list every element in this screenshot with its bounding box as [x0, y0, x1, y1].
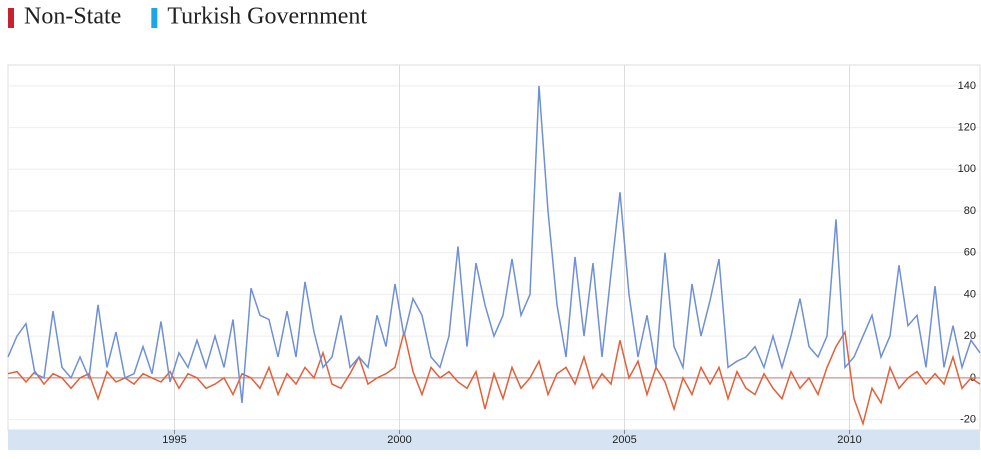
y-tick-label: 20 [964, 330, 976, 342]
y-tick-label: -20 [960, 413, 976, 425]
x-axis-band [8, 430, 980, 450]
y-tick-label: 40 [964, 288, 976, 300]
x-tick-label: 2000 [387, 434, 411, 446]
x-tick-label: 2010 [837, 434, 861, 446]
legend-label: Non-State [24, 4, 121, 30]
x-tick-label: 1995 [162, 434, 186, 446]
y-tick-label: 60 [964, 247, 976, 259]
series-line [7, 85, 981, 403]
series-line [7, 329, 981, 427]
legend-label: Turkish Government [167, 4, 367, 30]
y-tick-label: 100 [958, 163, 976, 175]
legend-marker [8, 8, 14, 28]
legend-marker [151, 8, 158, 28]
y-tick-label: 80 [964, 205, 976, 217]
y-tick-label: 120 [958, 121, 976, 133]
y-tick-label: 140 [958, 80, 976, 92]
x-tick-label: 2005 [612, 434, 636, 446]
